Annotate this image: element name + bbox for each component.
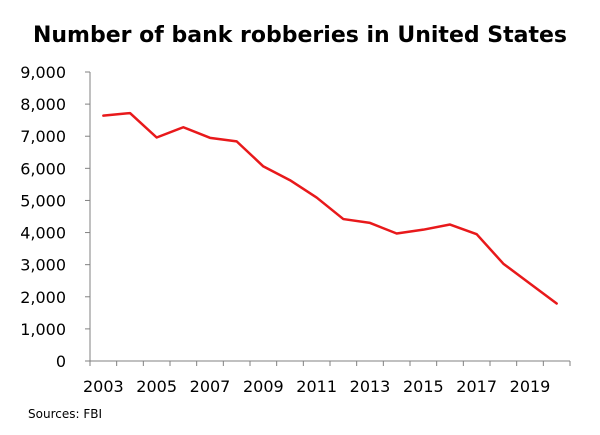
x-tick-label: 2013	[350, 377, 391, 396]
y-tick-label: 4,000	[20, 224, 66, 243]
x-tick-label: 2007	[190, 377, 231, 396]
y-tick-label: 5,000	[20, 191, 66, 210]
x-axis-ticks: 2003 2005 2007 2009 2011 2013 2015 2017 2019	[83, 361, 571, 396]
y-tick-label: 7,000	[20, 127, 66, 146]
x-tick-label: 2003	[83, 377, 124, 396]
x-tick-label: 2011	[296, 377, 337, 396]
y-tick-label: 8,000	[20, 95, 66, 114]
y-tick-label: 1,000	[20, 320, 66, 339]
source-note: Sources: FBI	[28, 407, 102, 421]
y-tick-label: 6,000	[20, 159, 66, 178]
y-tick-label: 3,000	[20, 256, 66, 275]
x-tick-label: 2019	[510, 377, 551, 396]
series-group	[102, 111, 558, 305]
y-tick-label: 2,000	[20, 288, 66, 307]
x-tick-label: 2009	[243, 377, 284, 396]
y-axis-ticks: 0 1,000 2,000 3,000 4,000 5,000 6,000 7,000 8,00…	[20, 63, 90, 371]
y-tick-label: 9,000	[20, 63, 66, 82]
x-tick-label: 2005	[136, 377, 177, 396]
x-tick-label: 2015	[403, 377, 444, 396]
x-tick-label: 2017	[456, 377, 497, 396]
y-tick-label: 0	[56, 352, 66, 371]
chart-title: Number of bank robberies in United State…	[33, 23, 567, 48]
series-line	[102, 111, 558, 305]
